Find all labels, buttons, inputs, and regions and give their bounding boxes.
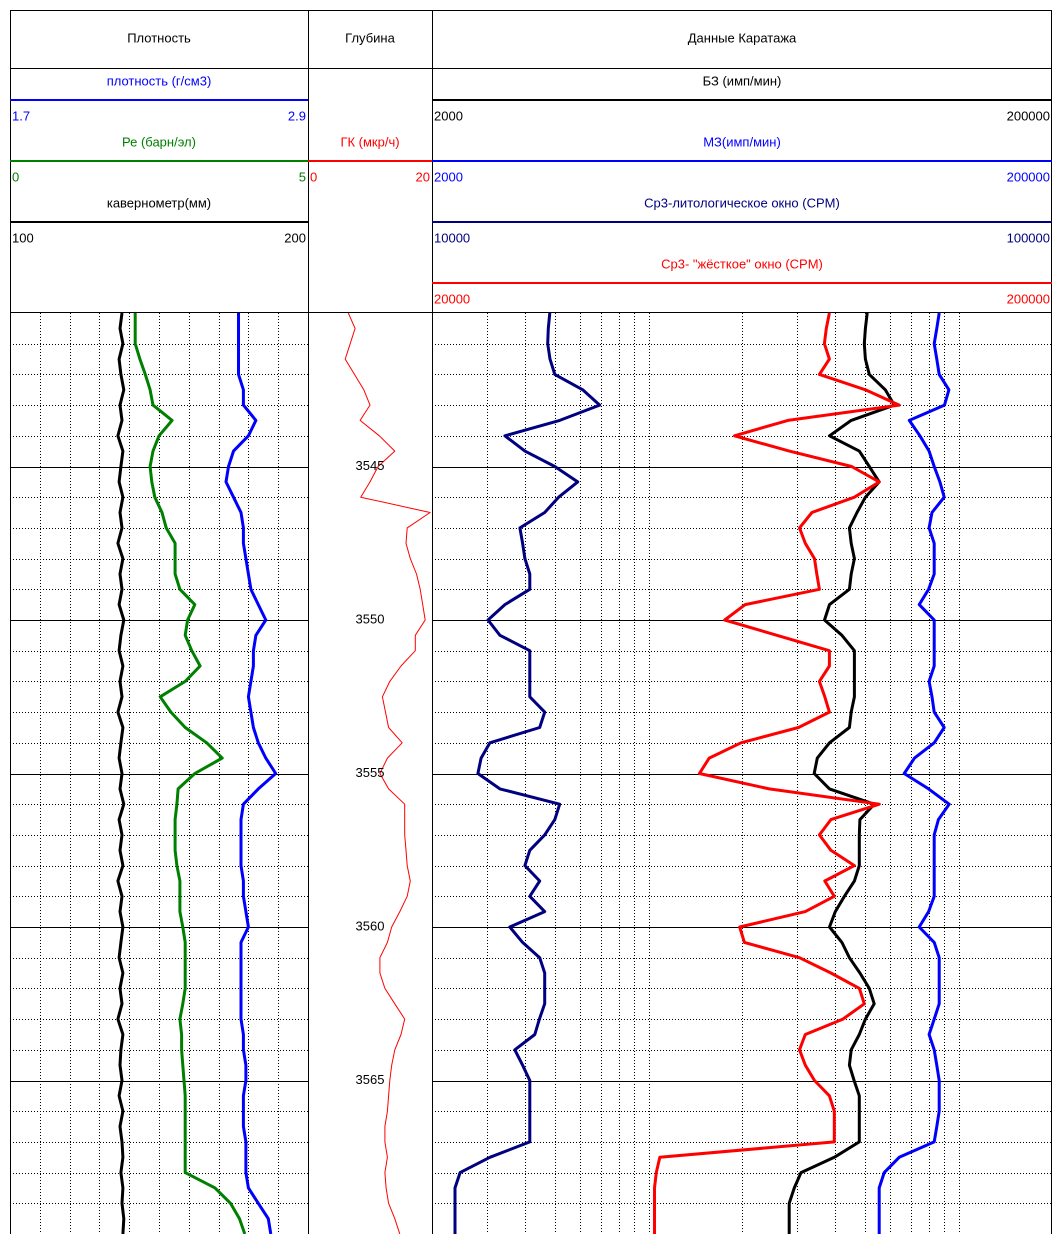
curve-name: Ср3-литологическое окно (CPM) bbox=[644, 195, 840, 210]
curve-name: Ср3- "жёсткое" окно (CPM) bbox=[661, 256, 823, 271]
log-curve bbox=[116, 313, 126, 1234]
grid bbox=[10, 313, 1052, 1234]
scale-max: 200000 bbox=[1007, 169, 1050, 184]
scale-min: 10000 bbox=[434, 230, 470, 245]
scale-min: 0 bbox=[310, 169, 317, 184]
track-title: Данные Каратажа bbox=[688, 30, 797, 45]
curve-name: МЗ(имп/мин) bbox=[703, 134, 781, 149]
scale-max: 2.9 bbox=[288, 108, 306, 123]
scale-max: 100000 bbox=[1007, 230, 1050, 245]
scale-min: 20000 bbox=[434, 291, 470, 306]
depth-label: 3565 bbox=[356, 1072, 385, 1087]
scale-min: 1.7 bbox=[12, 108, 30, 123]
scale-min: 0 bbox=[12, 169, 19, 184]
curves bbox=[116, 313, 951, 1234]
curve-name: плотность (г/см3) bbox=[107, 73, 212, 88]
depth-label: 3555 bbox=[356, 765, 385, 780]
scale-max: 5 bbox=[299, 169, 306, 184]
scale-min: 2000 bbox=[434, 169, 463, 184]
log-curve bbox=[653, 313, 901, 1234]
track-title: Плотность bbox=[127, 30, 191, 45]
scale-max: 200 bbox=[284, 230, 306, 245]
labels: Плотность плотность (г/см3) 1.7 2.9 Ре (барн… bbox=[10, 30, 1052, 1087]
log-curve bbox=[877, 313, 951, 1234]
log-curve bbox=[224, 313, 278, 1234]
scale-min: 2000 bbox=[434, 108, 463, 123]
scale-max: 200000 bbox=[1007, 291, 1050, 306]
track-title: Глубина bbox=[345, 30, 395, 45]
curve-name: ГК (мкр/ч) bbox=[340, 134, 399, 149]
curve-name: БЗ (имп/мин) bbox=[703, 73, 782, 88]
log-curve bbox=[344, 313, 431, 1234]
frame bbox=[10, 10, 1052, 1234]
scale-min: 100 bbox=[12, 230, 34, 245]
scale-max: 200000 bbox=[1007, 108, 1050, 123]
log-curve bbox=[787, 313, 896, 1234]
curve-name: кавернометр(мм) bbox=[107, 195, 211, 210]
depth-label: 3550 bbox=[356, 611, 385, 626]
curve-name: Ре (барн/эл) bbox=[122, 134, 196, 149]
depth-label: 3560 bbox=[356, 918, 385, 933]
depth-label: 3545 bbox=[356, 458, 385, 473]
log-curve bbox=[453, 313, 602, 1234]
log-curve bbox=[133, 313, 247, 1234]
scale-max: 20 bbox=[416, 169, 430, 184]
